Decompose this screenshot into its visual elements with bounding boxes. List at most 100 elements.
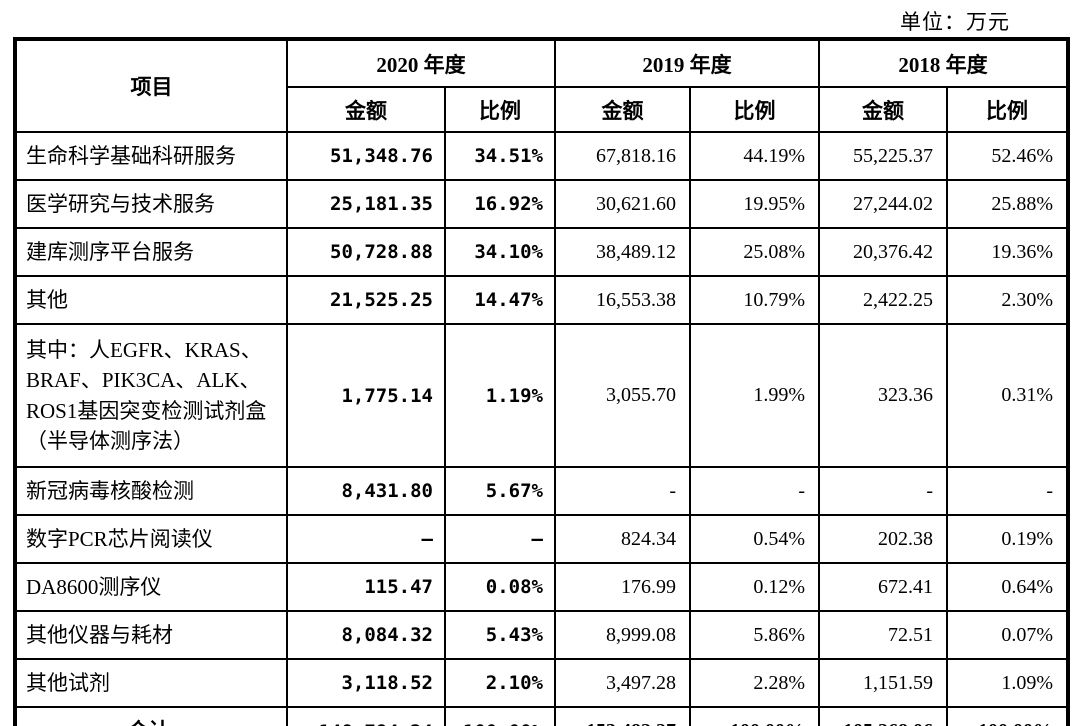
- ratio-2019-cell: -: [689, 466, 820, 516]
- item-cell: 建库测序平台服务: [14, 227, 288, 277]
- ratio-2020-cell: 34.10%: [444, 227, 556, 277]
- ratio-2019-cell: 44.19%: [689, 131, 820, 181]
- total-label-cell: 合计: [14, 706, 288, 726]
- amount-2020-cell: 8,431.80: [286, 466, 446, 516]
- item-cell: 医学研究与技术服务: [14, 179, 288, 229]
- amount-2018-cell: 72.51: [818, 610, 948, 660]
- ratio-2019-cell: 0.54%: [689, 514, 820, 564]
- amount-2020-cell: 51,348.76: [286, 131, 446, 181]
- amount-2019-cell: 176.99: [554, 562, 691, 612]
- total-ratio-2018-cell: 100.00%: [946, 706, 1069, 726]
- amount-2020-cell: 8,084.32: [286, 610, 446, 660]
- ratio-2019-cell: 19.95%: [689, 179, 820, 229]
- ratio-2018-cell: 0.19%: [946, 514, 1069, 564]
- table-row: DA8600测序仪 115.47 0.08% 176.99 0.12% 672.…: [14, 562, 1069, 612]
- ratio-2020-cell: 34.51%: [444, 131, 556, 181]
- amount-2019-cell: 38,489.12: [554, 227, 691, 277]
- ratio-2018-cell: 0.64%: [946, 562, 1069, 612]
- amount-2020-cell: 50,728.88: [286, 227, 446, 277]
- column-header-year-2018: 2018 年度: [818, 38, 1069, 88]
- ratio-2018-cell: 0.07%: [946, 610, 1069, 660]
- ratio-2020-cell: 0.08%: [444, 562, 556, 612]
- column-header-amount-2018: 金额: [818, 86, 948, 133]
- revenue-breakdown-table: 项目 2020 年度 2019 年度 2018 年度 金额 比例 金额 比例 金…: [13, 37, 1070, 726]
- amount-2020-cell: 115.47: [286, 562, 446, 612]
- table-row: 其他仪器与耗材 8,084.32 5.43% 8,999.08 5.86% 72…: [14, 610, 1069, 660]
- ratio-2019-cell: 25.08%: [689, 227, 820, 277]
- column-header-year-2019: 2019 年度: [554, 38, 820, 88]
- column-header-item: 项目: [14, 38, 288, 133]
- amount-2019-cell: 16,553.38: [554, 275, 691, 325]
- ratio-2020-cell: 1.19%: [444, 323, 556, 468]
- item-cell: 其中：人EGFR、KRAS、BRAF、PIK3CA、ALK、ROS1基因突变检测…: [14, 323, 288, 468]
- amount-2019-cell: 30,621.60: [554, 179, 691, 229]
- amount-2018-cell: 1,151.59: [818, 658, 948, 708]
- table-row: 医学研究与技术服务 25,181.35 16.92% 30,621.60 19.…: [14, 179, 1069, 229]
- table-row: 数字PCR芯片阅读仪 – – 824.34 0.54% 202.38 0.19%: [14, 514, 1069, 564]
- item-cell: 数字PCR芯片阅读仪: [14, 514, 288, 564]
- ratio-2018-cell: 19.36%: [946, 227, 1069, 277]
- ratio-2020-cell: 14.47%: [444, 275, 556, 325]
- ratio-2018-cell: 25.88%: [946, 179, 1069, 229]
- amount-2018-cell: 27,244.02: [818, 179, 948, 229]
- amount-2018-cell: 55,225.37: [818, 131, 948, 181]
- column-header-ratio-2020: 比例: [444, 86, 556, 133]
- amount-2019-cell: 8,999.08: [554, 610, 691, 660]
- header-row-years: 项目 2020 年度 2019 年度 2018 年度: [14, 38, 1069, 133]
- ratio-2019-cell: 0.12%: [689, 562, 820, 612]
- total-ratio-2019-cell: 100.00%: [689, 706, 820, 726]
- ratio-2018-cell: 2.30%: [946, 275, 1069, 325]
- ratio-2018-cell: 1.09%: [946, 658, 1069, 708]
- amount-2018-cell: 323.36: [818, 323, 948, 468]
- total-amount-2020-cell: 148,784.24: [286, 706, 446, 726]
- item-cell: 其他试剂: [14, 658, 288, 708]
- amount-2018-cell: -: [818, 466, 948, 516]
- header-row-subcolumns: 金额 比例 金额 比例 金额 比例: [15, 86, 1069, 133]
- column-header-ratio-2019: 比例: [689, 86, 820, 133]
- amount-2020-cell: 3,118.52: [286, 658, 446, 708]
- table-row: 其他 21,525.25 14.47% 16,553.38 10.79% 2,4…: [14, 275, 1069, 325]
- amount-2018-cell: 672.41: [818, 562, 948, 612]
- table-row: 建库测序平台服务 50,728.88 34.10% 38,489.12 25.0…: [14, 227, 1069, 277]
- amount-2019-cell: 824.34: [554, 514, 691, 564]
- table-row: 生命科学基础科研服务 51,348.76 34.51% 67,818.16 44…: [14, 131, 1069, 181]
- amount-2020-cell: 21,525.25: [286, 275, 446, 325]
- item-cell: 生命科学基础科研服务: [14, 131, 288, 181]
- amount-2018-cell: 2,422.25: [818, 275, 948, 325]
- item-cell: DA8600测序仪: [14, 562, 288, 612]
- ratio-2019-cell: 5.86%: [689, 610, 820, 660]
- amount-2020-cell: 25,181.35: [286, 179, 446, 229]
- total-amount-2018-cell: 105,268.06: [818, 706, 948, 726]
- ratio-2020-cell: 5.43%: [444, 610, 556, 660]
- item-cell: 其他: [14, 275, 288, 325]
- ratio-2020-cell: 5.67%: [444, 466, 556, 516]
- column-header-ratio-2018: 比例: [946, 86, 1069, 133]
- column-header-year-2020: 2020 年度: [286, 38, 556, 88]
- total-ratio-2020-cell: 100.00%: [444, 706, 556, 726]
- table-row: 其他试剂 3,118.52 2.10% 3,497.28 2.28% 1,151…: [14, 658, 1069, 708]
- amount-2019-cell: 3,497.28: [554, 658, 691, 708]
- amount-2020-cell: –: [286, 514, 446, 564]
- ratio-2020-cell: 16.92%: [444, 179, 556, 229]
- ratio-2018-cell: 0.31%: [946, 323, 1069, 468]
- ratio-2020-cell: –: [444, 514, 556, 564]
- amount-2018-cell: 20,376.42: [818, 227, 948, 277]
- amount-2018-cell: 202.38: [818, 514, 948, 564]
- unit-label: 单位：万元: [900, 10, 1010, 34]
- ratio-2019-cell: 1.99%: [689, 323, 820, 468]
- table-row: 新冠病毒核酸检测 8,431.80 5.67% - - - -: [14, 466, 1069, 516]
- table-row: 其中：人EGFR、KRAS、BRAF、PIK3CA、ALK、ROS1基因突变检测…: [14, 323, 1069, 468]
- ratio-2018-cell: -: [946, 466, 1069, 516]
- ratio-2019-cell: 10.79%: [689, 275, 820, 325]
- amount-2020-cell: 1,775.14: [286, 323, 446, 468]
- item-cell: 其他仪器与耗材: [14, 610, 288, 660]
- column-header-amount-2020: 金额: [286, 86, 446, 133]
- ratio-2018-cell: 52.46%: [946, 131, 1069, 181]
- amount-2019-cell: 3,055.70: [554, 323, 691, 468]
- ratio-2020-cell: 2.10%: [444, 658, 556, 708]
- total-amount-2019-cell: 153,482.27: [554, 706, 691, 726]
- item-cell: 新冠病毒核酸检测: [14, 466, 288, 516]
- total-row: 合计 148,784.24 100.00% 153,482.27 100.00%…: [14, 706, 1069, 726]
- amount-2019-cell: -: [554, 466, 691, 516]
- amount-2019-cell: 67,818.16: [554, 131, 691, 181]
